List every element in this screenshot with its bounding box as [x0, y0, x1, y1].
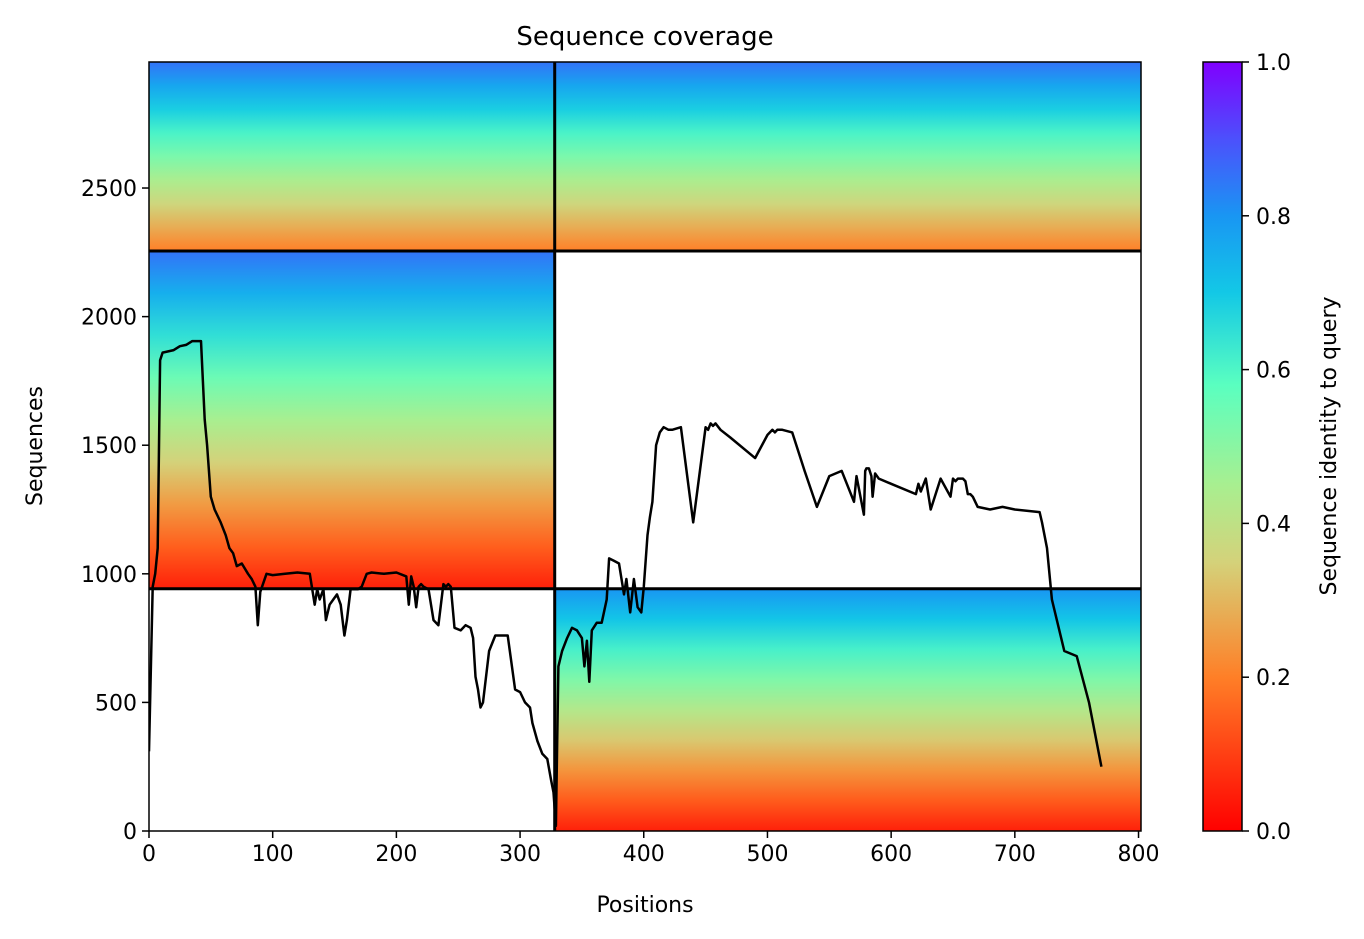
colorbar-ticks: 0.0 0.2 0.4 0.6 0.8 1.0: [1242, 51, 1291, 845]
y-axis-label: Sequences: [23, 386, 48, 506]
x-tick-label: 500: [746, 842, 788, 867]
y-tick-label: 2500: [81, 177, 137, 202]
y-tick-label: 500: [95, 691, 137, 716]
segment-boundaries: [149, 62, 1141, 831]
coverage-line-layer: [149, 339, 1103, 828]
x-tick-label: 400: [623, 842, 665, 867]
y-tick-label: 2000: [81, 306, 137, 331]
x-tick-label: 800: [1118, 842, 1160, 867]
colorbar-tick-label: 1.0: [1256, 51, 1291, 76]
y-tick-label: 1000: [81, 563, 137, 588]
x-axis: 0 100 200 300 400 500 600 700 800: [142, 831, 1160, 867]
x-axis-label: Positions: [596, 893, 693, 918]
coverage-block: [149, 62, 555, 252]
colorbar-tick-label: 0.0: [1256, 820, 1291, 845]
colorbar-label: Sequence identity to query: [1317, 296, 1342, 595]
coverage-line: [149, 339, 1103, 828]
y-axis: 0 500 1000 1500 2000 2500: [81, 177, 149, 845]
x-tick-label: 600: [870, 842, 912, 867]
x-tick-label: 300: [499, 842, 541, 867]
colorbar: 0.0 0.2 0.4 0.6 0.8 1.0 Sequence identity to …: [1202, 51, 1342, 845]
x-tick-label: 700: [994, 842, 1036, 867]
chart-title: Sequence coverage: [516, 22, 773, 52]
y-tick-label: 1500: [81, 434, 137, 459]
x-tick-label: 100: [252, 842, 294, 867]
colorbar-tick-label: 0.4: [1256, 512, 1291, 537]
coverage-block: [554, 62, 1141, 252]
coverage-block: [554, 588, 1141, 831]
colorbar-tick-label: 0.2: [1256, 666, 1291, 691]
coverage-block: [149, 251, 555, 589]
colorbar-tick-label: 0.8: [1256, 205, 1291, 230]
plot-frame: [148, 61, 1142, 832]
y-tick-label: 0: [123, 820, 137, 845]
x-tick-label: 200: [375, 842, 417, 867]
x-tick-label: 0: [142, 842, 156, 867]
colorbar-gradient: [1202, 61, 1243, 832]
colorbar-tick-label: 0.6: [1256, 359, 1291, 384]
coverage-heatmap: [149, 62, 1141, 831]
